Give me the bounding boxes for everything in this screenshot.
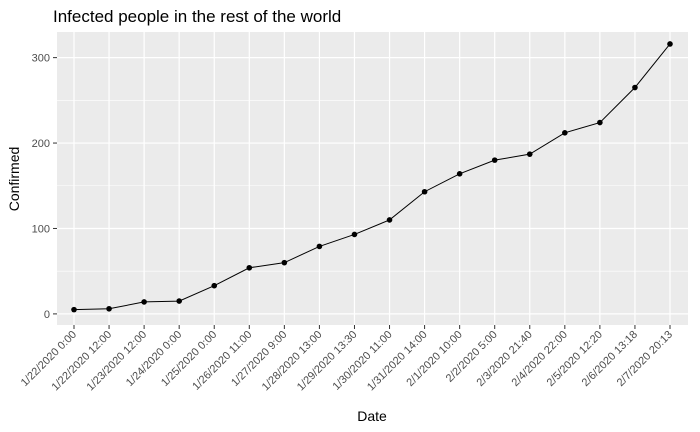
data-point — [316, 243, 323, 250]
data-point — [491, 157, 498, 163]
data-point — [141, 299, 147, 305]
y-axis-title: Confirmed — [6, 147, 22, 212]
series-line — [73, 43, 671, 311]
data-point — [246, 264, 253, 271]
major-gridlines — [57, 32, 688, 325]
data-point — [597, 119, 603, 126]
y-tick-label: 100 — [32, 223, 50, 235]
y-tick-label: 200 — [32, 138, 50, 150]
x-tick-label: 1/31/2020 14:00 — [365, 329, 430, 394]
minor-gridlines — [57, 100, 688, 272]
data-point — [281, 259, 288, 266]
data-point — [456, 171, 463, 177]
x-axis-ticks: 1/22/2020 0:001/22/2020 12:001/23/2020 1… — [19, 325, 675, 393]
data-point — [106, 305, 112, 312]
chart-title: Infected people in the rest of the world — [53, 7, 341, 26]
x-axis-title: Date — [357, 408, 387, 424]
data-series — [71, 41, 673, 313]
data-point — [526, 151, 533, 157]
data-point — [632, 84, 638, 91]
y-tick-label: 300 — [32, 53, 50, 65]
data-point — [211, 282, 218, 289]
data-point — [386, 217, 393, 223]
x-tick-label: 1/28/2020 13:00 — [260, 329, 325, 394]
plot-panel — [57, 32, 688, 325]
x-tick-label: 1/29/2020 13:30 — [295, 329, 360, 394]
x-tick-label: 1/22/2020 12:00 — [49, 329, 114, 394]
data-point — [667, 41, 673, 47]
data-point — [71, 306, 77, 313]
data-point — [351, 231, 358, 238]
y-tick-label: 0 — [44, 309, 50, 321]
x-tick-label: 1/23/2020 12:00 — [85, 329, 150, 394]
data-point — [176, 298, 182, 304]
data-point — [562, 129, 568, 136]
y-axis-ticks: 0 100 200 300 — [32, 53, 57, 321]
data-point — [421, 188, 428, 195]
